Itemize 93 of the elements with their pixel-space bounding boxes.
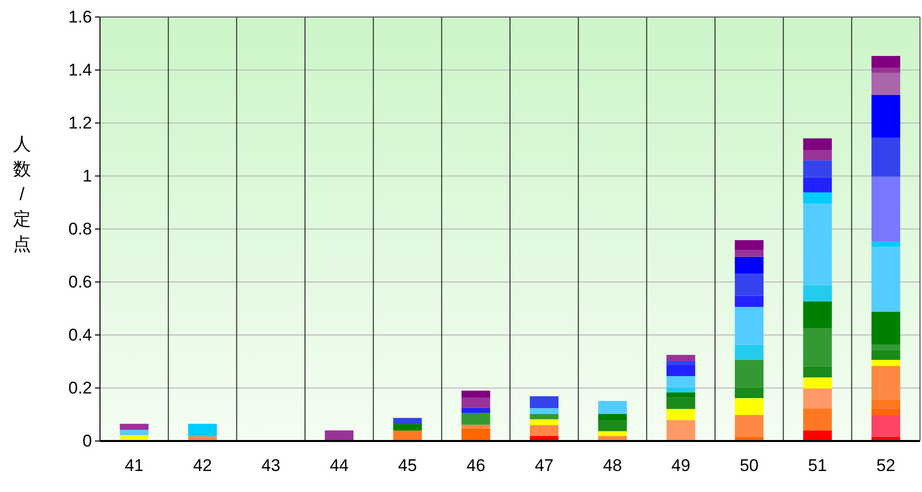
y-tick-label: 0.6 xyxy=(68,272,92,292)
bar xyxy=(188,424,217,436)
bar xyxy=(803,160,832,178)
bar xyxy=(666,420,696,441)
bar xyxy=(871,94,900,138)
bar xyxy=(461,398,490,408)
bar xyxy=(734,240,764,250)
bar xyxy=(666,408,696,420)
bar xyxy=(120,424,149,430)
x-tick-label: 48 xyxy=(603,456,622,476)
bar xyxy=(734,398,764,416)
bar xyxy=(598,414,627,421)
bar xyxy=(734,256,764,274)
bar xyxy=(393,430,422,441)
bar xyxy=(461,408,490,413)
x-tick-label: 47 xyxy=(534,456,554,476)
y-tick-label: 1.6 xyxy=(68,7,92,26)
bar xyxy=(666,398,696,409)
bar xyxy=(461,390,490,398)
bar xyxy=(871,68,900,73)
bar xyxy=(734,274,764,296)
bar xyxy=(598,431,627,436)
x-tick-label: 52 xyxy=(876,456,896,476)
bar xyxy=(803,285,832,302)
bar xyxy=(871,408,900,416)
bar xyxy=(871,242,900,247)
bar xyxy=(666,354,696,361)
bar xyxy=(803,430,832,441)
bar xyxy=(871,415,900,437)
x-tick-label: 41 xyxy=(124,456,144,476)
bar xyxy=(871,344,900,350)
bar xyxy=(461,412,490,425)
bar xyxy=(871,138,900,177)
bar xyxy=(871,312,900,345)
bar xyxy=(803,150,832,160)
bar xyxy=(734,344,764,360)
bar xyxy=(734,360,764,388)
bar xyxy=(598,400,627,414)
bar xyxy=(393,418,422,424)
bar xyxy=(530,408,559,414)
bar xyxy=(803,192,832,204)
bar xyxy=(461,428,490,441)
bar xyxy=(666,387,696,393)
bar xyxy=(871,366,900,400)
bar xyxy=(666,360,696,365)
bar xyxy=(734,250,764,257)
bar xyxy=(803,177,832,192)
bar xyxy=(871,350,900,360)
bar xyxy=(734,415,764,438)
y-tick-label: 0.8 xyxy=(68,219,92,238)
x-tick-label: 51 xyxy=(808,456,827,476)
y-tick-label: 1.2 xyxy=(68,113,92,132)
bar xyxy=(803,328,832,366)
bar xyxy=(734,306,764,345)
bar xyxy=(393,424,422,431)
bar xyxy=(734,296,764,307)
bar xyxy=(803,204,832,286)
y-tick-label: 0 xyxy=(82,431,92,450)
x-tick-label: 50 xyxy=(740,456,759,476)
bar xyxy=(666,376,696,388)
bar xyxy=(120,430,149,436)
bar xyxy=(803,388,832,408)
bar xyxy=(803,377,832,389)
bar xyxy=(803,301,832,328)
x-tick-label: 43 xyxy=(261,456,280,476)
bar xyxy=(598,420,627,432)
bar xyxy=(530,396,559,408)
bar xyxy=(871,56,900,68)
bar xyxy=(803,408,832,430)
y-tick-label: 0.2 xyxy=(68,378,92,398)
x-tick-label: 46 xyxy=(466,456,486,476)
bar xyxy=(734,388,764,398)
bar xyxy=(871,72,900,95)
bar xyxy=(871,246,900,312)
y-tick-label: 0.4 xyxy=(68,325,92,344)
bar xyxy=(871,400,900,409)
x-tick-label: 49 xyxy=(671,456,690,476)
bar xyxy=(871,360,900,366)
bar xyxy=(871,176,900,242)
y-axis-title: 人数/定点 xyxy=(13,134,31,254)
bar xyxy=(530,414,559,420)
x-tick-label: 44 xyxy=(330,456,349,476)
y-tick-label: 1 xyxy=(82,166,92,186)
bar xyxy=(530,419,559,426)
x-tick-label: 42 xyxy=(193,456,212,476)
bar xyxy=(666,364,696,376)
bar xyxy=(530,425,559,436)
bar xyxy=(803,138,832,150)
y-tick-label: 1.4 xyxy=(68,60,92,80)
bar xyxy=(803,366,832,378)
bar xyxy=(666,392,696,398)
bar xyxy=(461,424,490,428)
x-tick-label: 45 xyxy=(398,456,417,476)
